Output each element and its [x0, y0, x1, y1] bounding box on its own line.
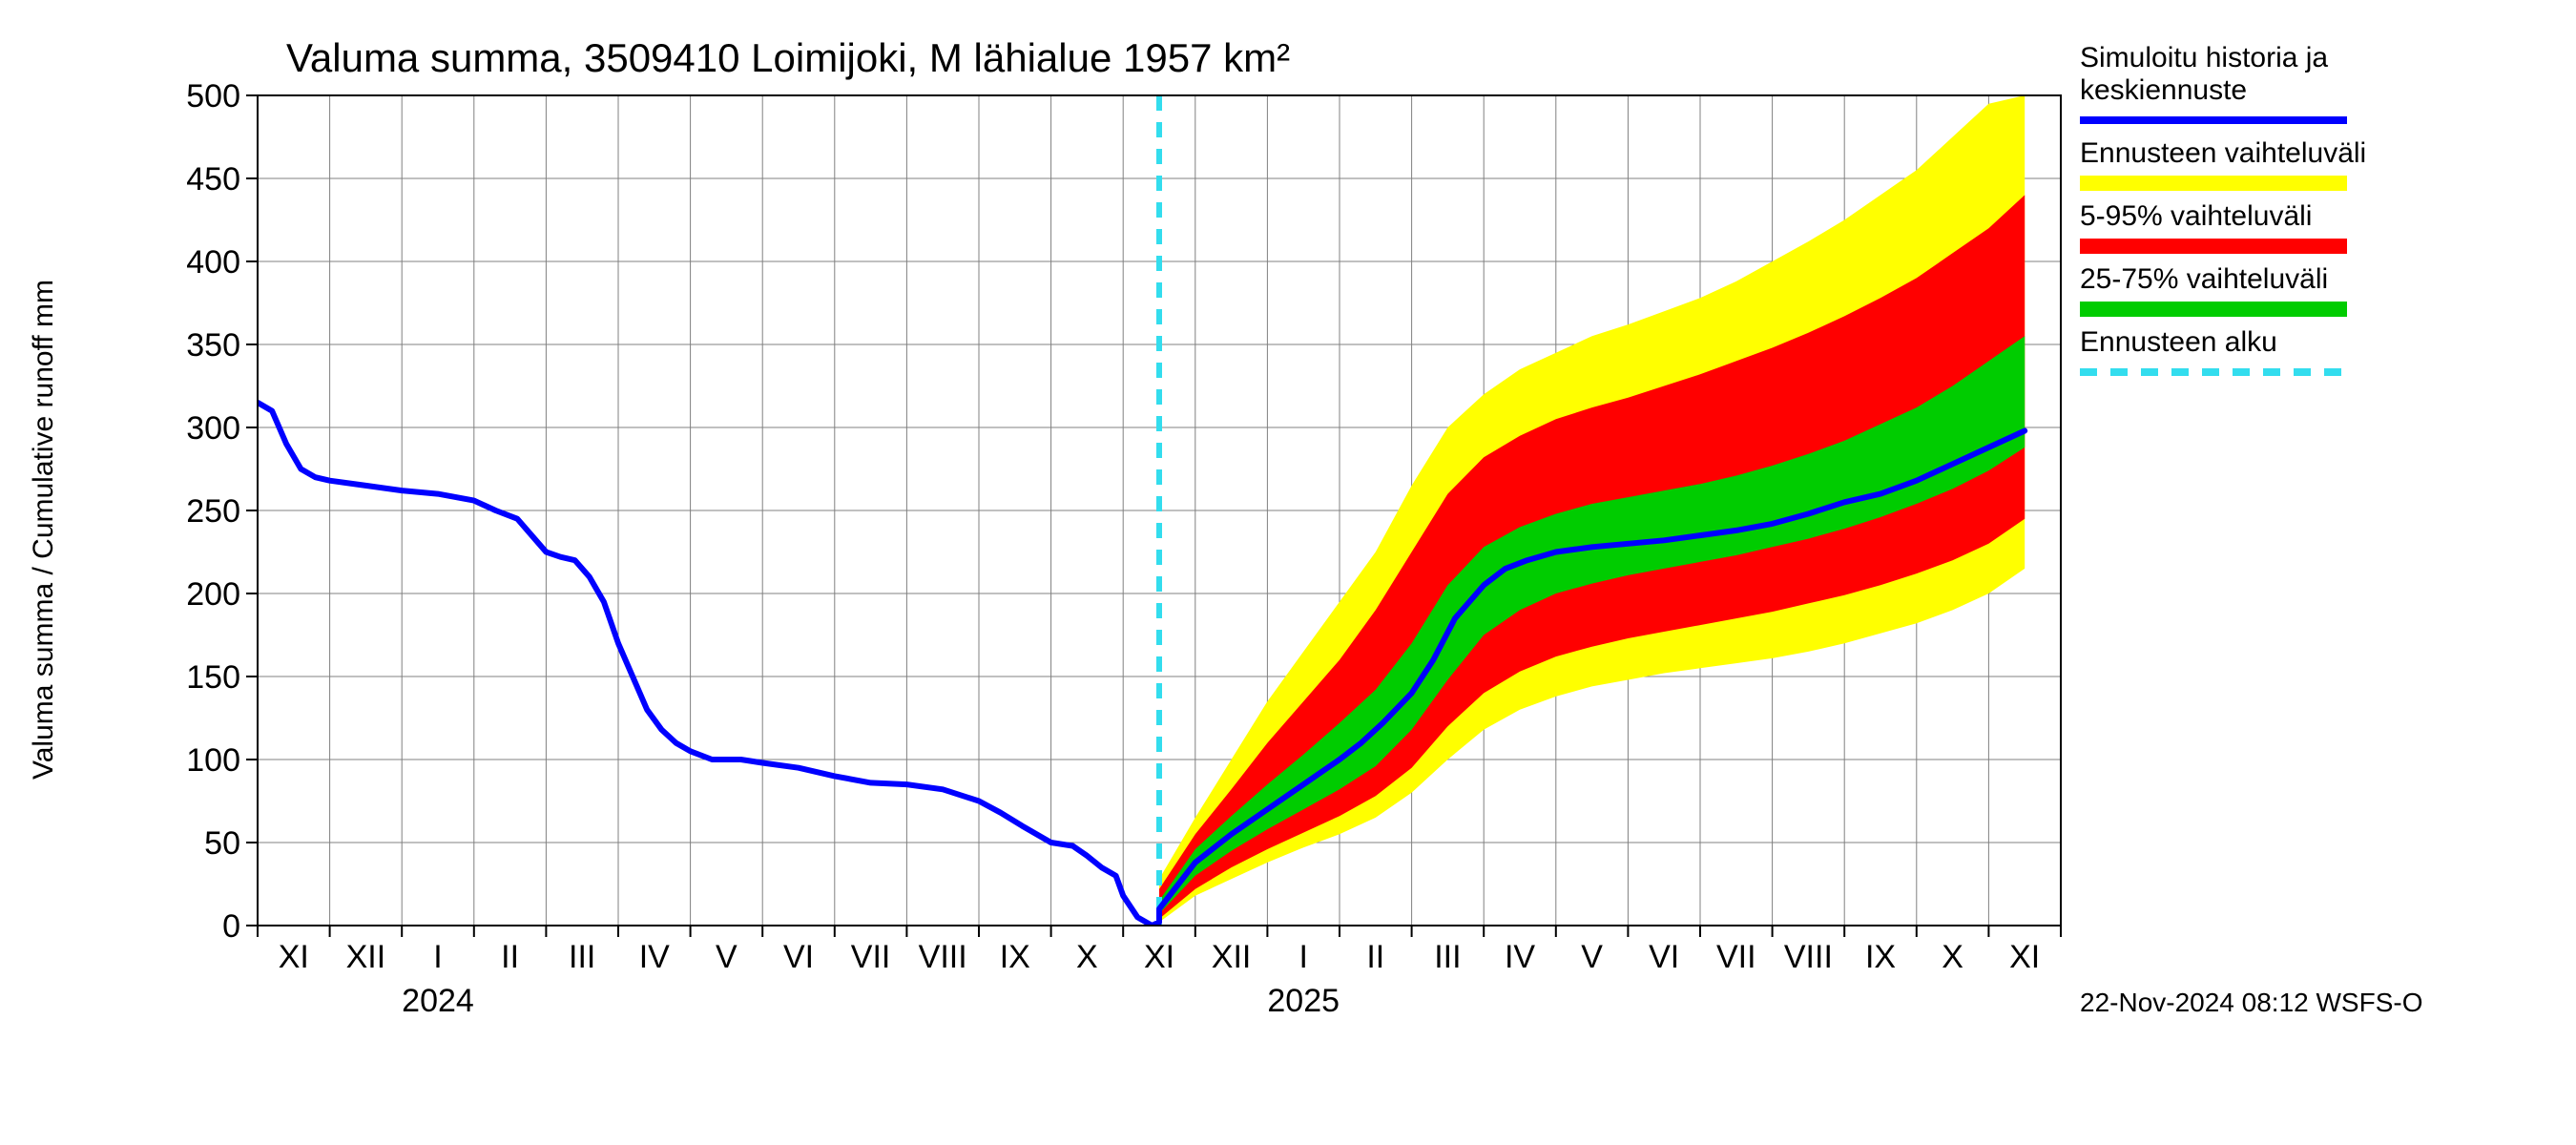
- x-month-label: VII: [1716, 939, 1756, 975]
- y-tick-label: 150: [186, 659, 240, 696]
- x-month-label: X: [1942, 939, 1963, 975]
- x-month-label: XI: [279, 939, 309, 975]
- x-month-label: X: [1076, 939, 1098, 975]
- legend-label: Ennusteen alku: [2080, 326, 2277, 358]
- x-month-label: I: [433, 939, 442, 975]
- x-month-label: VIII: [919, 939, 967, 975]
- x-month-label: VI: [783, 939, 814, 975]
- y-tick-label: 50: [204, 825, 240, 862]
- legend: Simuloitu historia jakeskiennuste Ennuste…: [2080, 42, 2366, 372]
- x-year-label: 2024: [402, 983, 474, 1019]
- x-month-label: VI: [1649, 939, 1679, 975]
- x-month-label: VIII: [1784, 939, 1833, 975]
- legend-swatch-band: [2080, 302, 2347, 317]
- x-month-label: V: [1581, 939, 1603, 975]
- legend-label: keskiennuste: [2080, 74, 2247, 106]
- legend-label: Simuloitu historia ja: [2080, 42, 2328, 73]
- x-year-label: 2025: [1267, 983, 1340, 1019]
- x-month-label: IX: [1000, 939, 1030, 975]
- y-tick-label: 250: [186, 493, 240, 530]
- legend-swatch-band: [2080, 239, 2347, 254]
- y-tick-label: 200: [186, 576, 240, 613]
- x-month-label: XII: [346, 939, 386, 975]
- y-tick-label: 0: [222, 908, 240, 945]
- x-month-label: VII: [851, 939, 891, 975]
- x-month-label: IV: [1505, 939, 1535, 975]
- legend-swatch-band: [2080, 176, 2347, 191]
- y-tick-label: 100: [186, 742, 240, 779]
- y-tick-label: 350: [186, 327, 240, 364]
- x-month-label: III: [569, 939, 595, 975]
- runoff-chart: Valuma summa, 3509410 Loimijoki, M lähia…: [0, 0, 2576, 1145]
- x-month-label: IX: [1865, 939, 1896, 975]
- x-month-label: XII: [1212, 939, 1252, 975]
- chart-title: Valuma summa, 3509410 Loimijoki, M lähia…: [286, 35, 1290, 80]
- y-tick-label: 500: [186, 78, 240, 114]
- y-tick-label: 300: [186, 410, 240, 447]
- x-month-label: II: [1366, 939, 1384, 975]
- legend-label: Ennusteen vaihteluväli: [2080, 137, 2366, 169]
- y-tick-label: 450: [186, 161, 240, 198]
- uncertainty-bands: [1159, 95, 2025, 923]
- y-tick-label: 400: [186, 244, 240, 281]
- legend-label: 5-95% vaihteluväli: [2080, 200, 2312, 232]
- legend-label: 25-75% vaihteluväli: [2080, 263, 2328, 295]
- x-month-label: V: [716, 939, 737, 975]
- x-month-label: II: [501, 939, 519, 975]
- timestamp: 22-Nov-2024 08:12 WSFS-O: [2080, 988, 2423, 1017]
- x-month-label: III: [1434, 939, 1461, 975]
- x-month-label: I: [1298, 939, 1307, 975]
- y-axis-label: Valuma summa / Cumulative runoff mm: [28, 280, 59, 780]
- x-month-label: IV: [639, 939, 670, 975]
- x-month-label: XI: [2009, 939, 2040, 975]
- x-month-label: XI: [1144, 939, 1174, 975]
